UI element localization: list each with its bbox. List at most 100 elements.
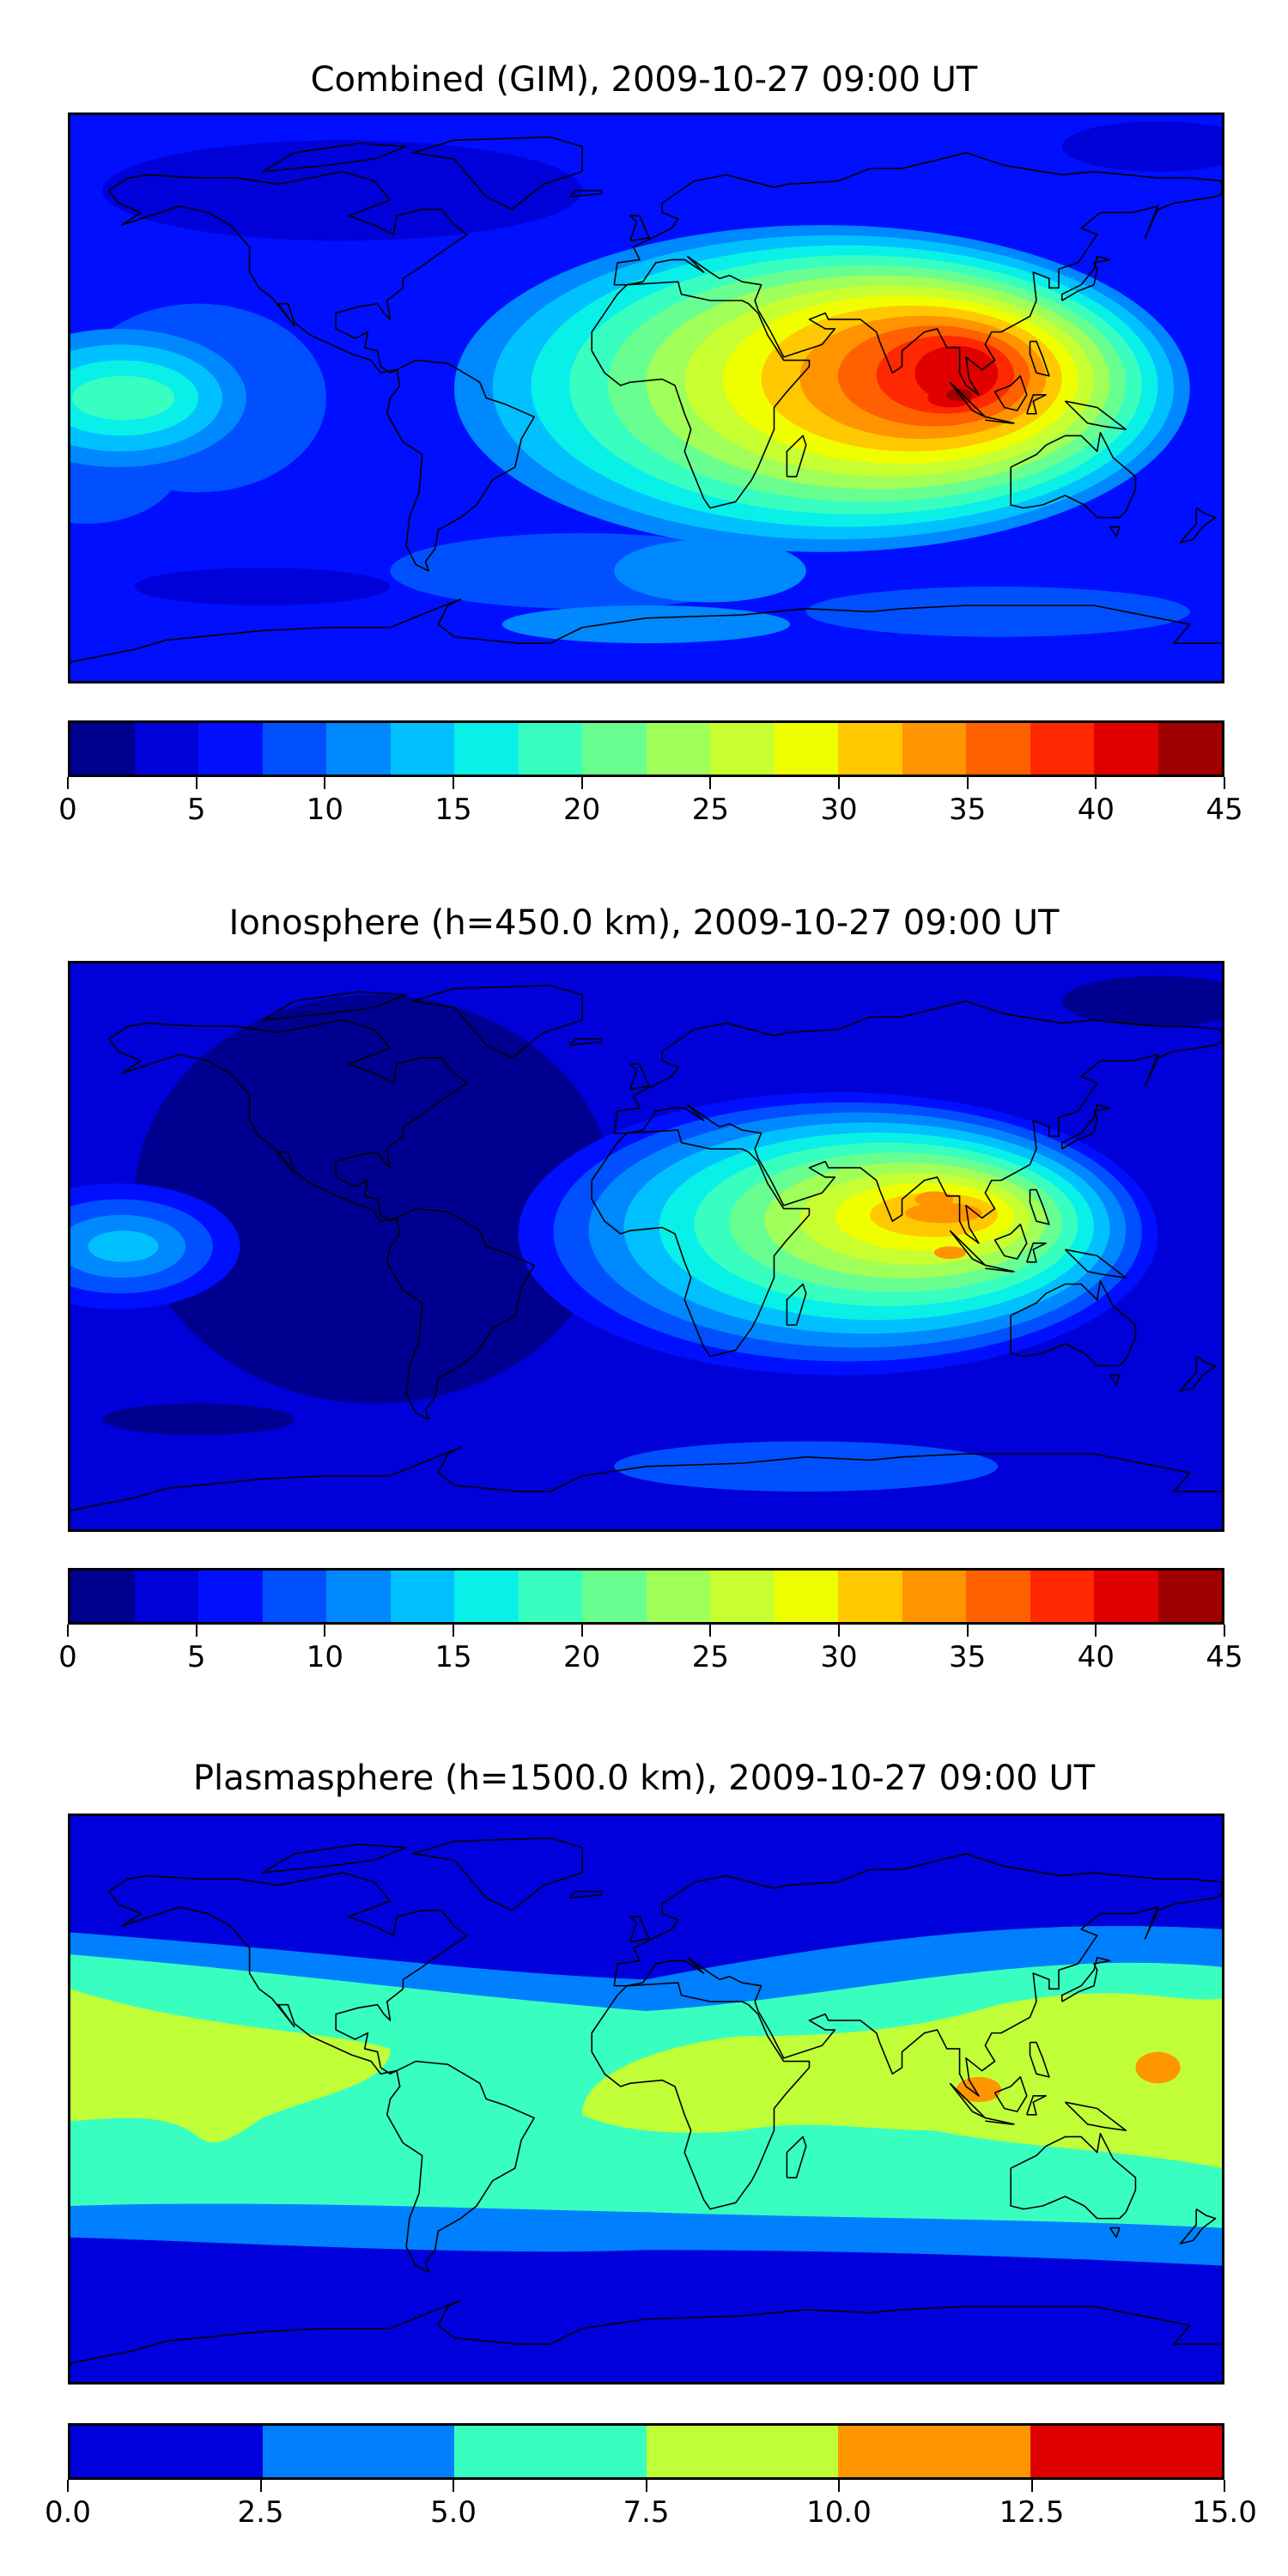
coastline	[592, 1983, 809, 2209]
colorbar-tick-label: 30	[820, 1640, 858, 1674]
coastline	[630, 216, 649, 240]
tec-map	[68, 961, 1224, 1532]
colorbar-tick	[453, 2480, 454, 2492]
coastline	[1062, 1958, 1110, 2002]
colorbar-segment	[582, 723, 647, 775]
colorbar-tick-label: 0	[58, 793, 77, 827]
colorbar-segment	[198, 1571, 263, 1622]
colorbar-tick	[1095, 777, 1097, 789]
colorbar-segment	[70, 2426, 263, 2477]
colorbar-tick-label: 30	[820, 793, 858, 827]
colorbar-tick-label: 15	[434, 1640, 472, 1674]
colorbar-segment	[966, 1571, 1030, 1622]
colorbar-segment	[518, 1571, 582, 1622]
colorbar-tick-label: 40	[1077, 1640, 1115, 1674]
colorbar-tick	[1224, 1625, 1225, 1637]
coastline	[592, 1130, 809, 1357]
colorbar-segment	[774, 723, 838, 775]
colorbar-segment	[262, 723, 326, 775]
colorbar-tick-label: 25	[691, 1640, 729, 1674]
colorbar-segment	[710, 1571, 775, 1622]
colorbar-tick-label: 5	[186, 1640, 206, 1674]
contour-region	[933, 1246, 966, 1260]
coastline	[787, 1284, 805, 1325]
coastline	[387, 2062, 534, 2272]
coastline	[1030, 2043, 1049, 2077]
coastline	[1030, 342, 1049, 376]
coastline	[1181, 1357, 1216, 1391]
colorbar-tick-label: 5	[186, 793, 206, 827]
panel-title: Plasmasphere (h=1500.0 km), 2009-10-27 0…	[192, 1759, 1096, 1798]
colorbar-segment	[390, 723, 454, 775]
tec-map	[68, 1814, 1224, 2385]
colorbar-segment	[1030, 2426, 1222, 2477]
contour-region	[134, 568, 391, 606]
coastline	[109, 1873, 467, 2074]
coastline	[1065, 2102, 1126, 2130]
contour-region	[102, 1403, 295, 1436]
colorbar-segment	[326, 723, 391, 775]
coastline	[787, 435, 805, 477]
coastline	[1011, 433, 1135, 518]
contour-region	[920, 350, 960, 370]
panel-title: Combined (GIM), 2009-10-27 09:00 UT	[310, 60, 978, 100]
colorbar-tick	[67, 777, 69, 789]
colorbar-segment	[454, 2426, 647, 2477]
colorbar-tick	[838, 777, 840, 789]
coastline	[592, 282, 809, 508]
coastline	[787, 2136, 805, 2178]
coastline	[413, 1838, 582, 1911]
coastline	[1027, 2096, 1046, 2115]
colorbar-segment	[710, 723, 775, 775]
tec-map	[68, 112, 1224, 683]
contour-region	[134, 994, 615, 1404]
colorbar-segment	[454, 1571, 519, 1622]
contour-region	[614, 1441, 999, 1492]
coastline	[985, 1265, 1014, 1271]
colorbar-tick-label: 7.5	[623, 2495, 670, 2530]
panel-title: Ionosphere (h=450.0 km), 2009-10-27 09:0…	[228, 903, 1060, 943]
contour-region	[956, 2076, 1001, 2103]
coastline	[387, 1209, 534, 1419]
colorbar-segment	[70, 1571, 135, 1622]
colorbar-tick	[838, 1625, 840, 1637]
coastline	[1011, 1281, 1135, 1366]
colorbar-segment	[1030, 723, 1094, 775]
coastline	[985, 416, 1014, 422]
contour-region	[614, 539, 806, 603]
coastline	[109, 172, 467, 373]
colorbar-segment	[454, 723, 519, 775]
coastline	[614, 153, 1222, 395]
contour-region	[70, 1989, 391, 2142]
colorbar-segment	[326, 1571, 391, 1622]
colorbar-segment	[390, 1571, 454, 1622]
colorbar	[68, 1568, 1224, 1625]
colorbar-tick-label: 5.0	[429, 2495, 477, 2530]
colorbar-ticks: 0.0 2.5 5.0 7.5 10.0 12.5 15.0	[45, 2480, 1257, 2531]
colorbar-tick-label: 40	[1077, 793, 1115, 827]
colorbar-segment	[902, 723, 966, 775]
contour-region	[71, 375, 175, 421]
colorbar-tick-label: 25	[691, 793, 729, 827]
colorbar-segment	[838, 1571, 902, 1622]
colorbar-segment	[262, 2426, 454, 2477]
colorbar-tick-label: 10	[306, 1640, 343, 1674]
coastline	[569, 1892, 601, 1898]
colorbar-tick	[838, 2480, 840, 2492]
coastline	[630, 1064, 649, 1089]
coastline	[1062, 1105, 1110, 1149]
colorbar-tick-label: 0.0	[44, 2495, 92, 2530]
contour-region	[582, 1993, 1222, 2169]
coastline	[263, 1844, 407, 1873]
colorbar-tick	[259, 2480, 262, 2492]
coastline	[1181, 2209, 1216, 2244]
contour-region	[88, 1230, 159, 1262]
coastline	[1181, 508, 1216, 543]
colorbar	[68, 2423, 1224, 2480]
colorbar-tick	[195, 777, 197, 789]
colorbar-segment	[646, 723, 710, 775]
coastline	[109, 1020, 467, 1221]
colorbar-tick-label: 35	[949, 793, 987, 827]
coastline	[995, 2077, 1027, 2111]
contour-region	[805, 586, 1190, 637]
